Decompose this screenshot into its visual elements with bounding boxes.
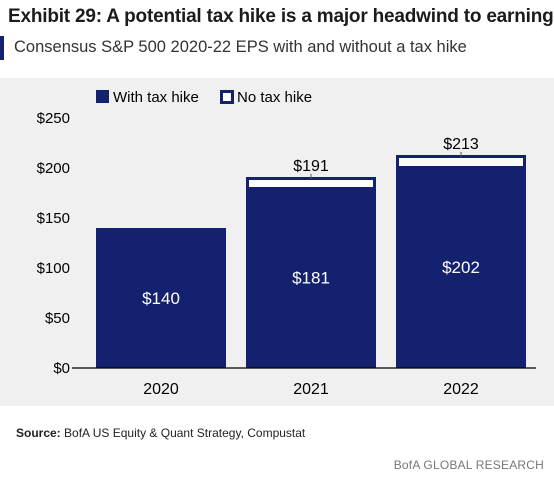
- bar-with-tax-hike-2021: [246, 187, 376, 368]
- bar-value-label: $140: [142, 289, 180, 308]
- bars: $140 $181 $191 $202 $213: [96, 136, 526, 368]
- x-tick-label: 2022: [443, 381, 479, 398]
- y-tick-label: $200: [37, 160, 70, 177]
- source-label: Source:: [16, 426, 61, 440]
- legend: With tax hike No tax hike: [96, 89, 312, 106]
- legend-swatch-no-tax-hike: [220, 90, 234, 104]
- bar-chart: $0 $50 $100 $150 $200 $250 $140 $181 $191 $202 $2…: [37, 89, 536, 398]
- chart-subtitle: Consensus S&P 500 2020-22 EPS with and w…: [14, 38, 467, 56]
- legend-label-with-tax-hike: With tax hike: [113, 89, 199, 106]
- bar-total-label: $191: [293, 158, 329, 175]
- x-tick-label: 2021: [293, 381, 329, 398]
- bar-total-label: $213: [443, 136, 479, 153]
- y-tick-label: $0: [53, 360, 70, 377]
- y-axis: $0 $50 $100 $150 $200 $250: [37, 110, 70, 377]
- bar-with-tax-hike-2022: [396, 166, 526, 368]
- x-axis: 2020 2021 2022: [72, 367, 536, 398]
- y-tick-label: $50: [45, 310, 70, 327]
- bar-value-label: $181: [292, 269, 330, 288]
- chart-title: Exhibit 29: A potential tax hike is a ma…: [8, 6, 554, 27]
- bar-value-label: $202: [442, 258, 480, 277]
- y-tick-label: $150: [37, 210, 70, 227]
- bar-with-tax-hike-2020: [96, 228, 226, 368]
- brand-label: BofA GLOBAL RESEARCH: [393, 458, 544, 472]
- x-tick-label: 2020: [143, 381, 179, 398]
- legend-swatch-with-tax-hike: [96, 90, 109, 103]
- source-text: BofA US Equity & Quant Strategy, Compust…: [64, 426, 306, 440]
- title-accent-bar: [0, 36, 4, 60]
- bar-no-tax-hike-2022: [396, 155, 526, 169]
- legend-label-no-tax-hike: No tax hike: [237, 89, 312, 106]
- source-note: Source: BofA US Equity & Quant Strategy,…: [16, 426, 305, 440]
- y-tick-label: $250: [37, 110, 70, 127]
- y-tick-label: $100: [37, 260, 70, 277]
